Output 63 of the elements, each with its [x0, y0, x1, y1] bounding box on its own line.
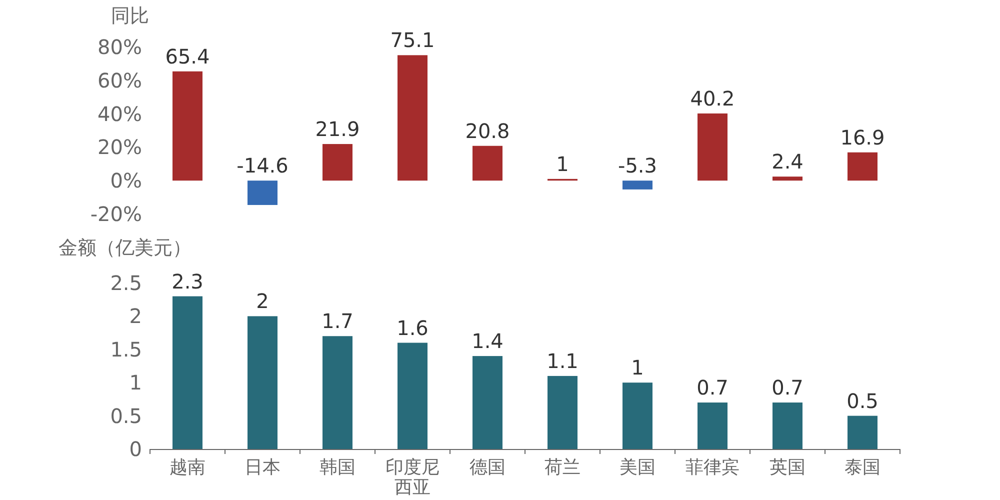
data-label: 1 [631, 356, 644, 380]
data-label: 0.5 [846, 388, 878, 413]
bar [172, 71, 202, 181]
y-tick-label: 80% [98, 35, 142, 59]
bar [772, 176, 802, 181]
bar [548, 376, 578, 449]
data-label: 16.9 [840, 125, 885, 150]
data-label: 65.4 [165, 44, 210, 68]
bar [322, 144, 352, 181]
data-label: 21.9 [315, 117, 360, 142]
data-label: 1.7 [322, 309, 354, 334]
bar [398, 342, 428, 449]
x-tick-label: 美国 [620, 457, 656, 478]
y-tick-label: 0.5 [110, 404, 142, 428]
data-label: 2.3 [172, 269, 204, 294]
y-tick-label: 0 [129, 437, 142, 461]
bar [398, 55, 428, 181]
y-tick-label: 20% [98, 135, 142, 160]
x-tick-label: 越南 [170, 457, 206, 478]
bar [248, 316, 278, 449]
y-tick-label: 2 [129, 304, 142, 328]
data-label: 0.7 [696, 376, 728, 400]
data-label: 2.4 [772, 150, 804, 174]
y-tick-label: 60% [98, 68, 142, 92]
x-tick-label: 英国 [770, 457, 806, 478]
y-axis-title: 金额（亿美元） [58, 237, 192, 259]
data-label: 1.1 [546, 348, 578, 373]
x-tick-label: 韩国 [320, 457, 356, 478]
data-label: 1.6 [396, 316, 428, 340]
y-axis-title: 同比 [111, 5, 149, 27]
bar [248, 180, 278, 205]
x-tick-label: 菲律宾 [686, 457, 740, 478]
x-tick-label: 荷兰 [544, 457, 580, 478]
bar [622, 180, 652, 190]
bar [322, 336, 352, 449]
data-label: 20.8 [465, 118, 510, 143]
data-label: 2 [256, 289, 269, 314]
x-tick-label: 泰国 [844, 457, 880, 478]
bar [172, 296, 202, 449]
y-tick-label: -20% [90, 202, 142, 226]
bar [772, 402, 802, 449]
bar [848, 152, 878, 181]
x-tick-label: 日本 [244, 457, 280, 478]
data-label: 75.1 [390, 28, 435, 52]
bar [848, 416, 878, 449]
bar [698, 113, 728, 181]
data-label: -14.6 [236, 154, 288, 178]
y-tick-label: 0% [110, 168, 142, 193]
y-tick-label: 40% [98, 102, 142, 126]
x-tick-label: 印度尼西亚 [386, 457, 440, 498]
bar [698, 402, 728, 449]
data-label: 0.7 [772, 376, 804, 400]
y-tick-label: 2.5 [110, 271, 142, 295]
y-tick-label: 1 [129, 370, 142, 395]
x-tick-label: 德国 [470, 457, 506, 478]
data-label: -5.3 [618, 154, 658, 178]
bar [472, 146, 502, 181]
data-label: 40.2 [690, 86, 735, 110]
y-tick-label: 1.5 [110, 337, 142, 362]
bar [622, 382, 652, 449]
bar [472, 356, 502, 449]
data-label: 1 [556, 152, 569, 176]
data-label: 1.4 [472, 329, 504, 354]
